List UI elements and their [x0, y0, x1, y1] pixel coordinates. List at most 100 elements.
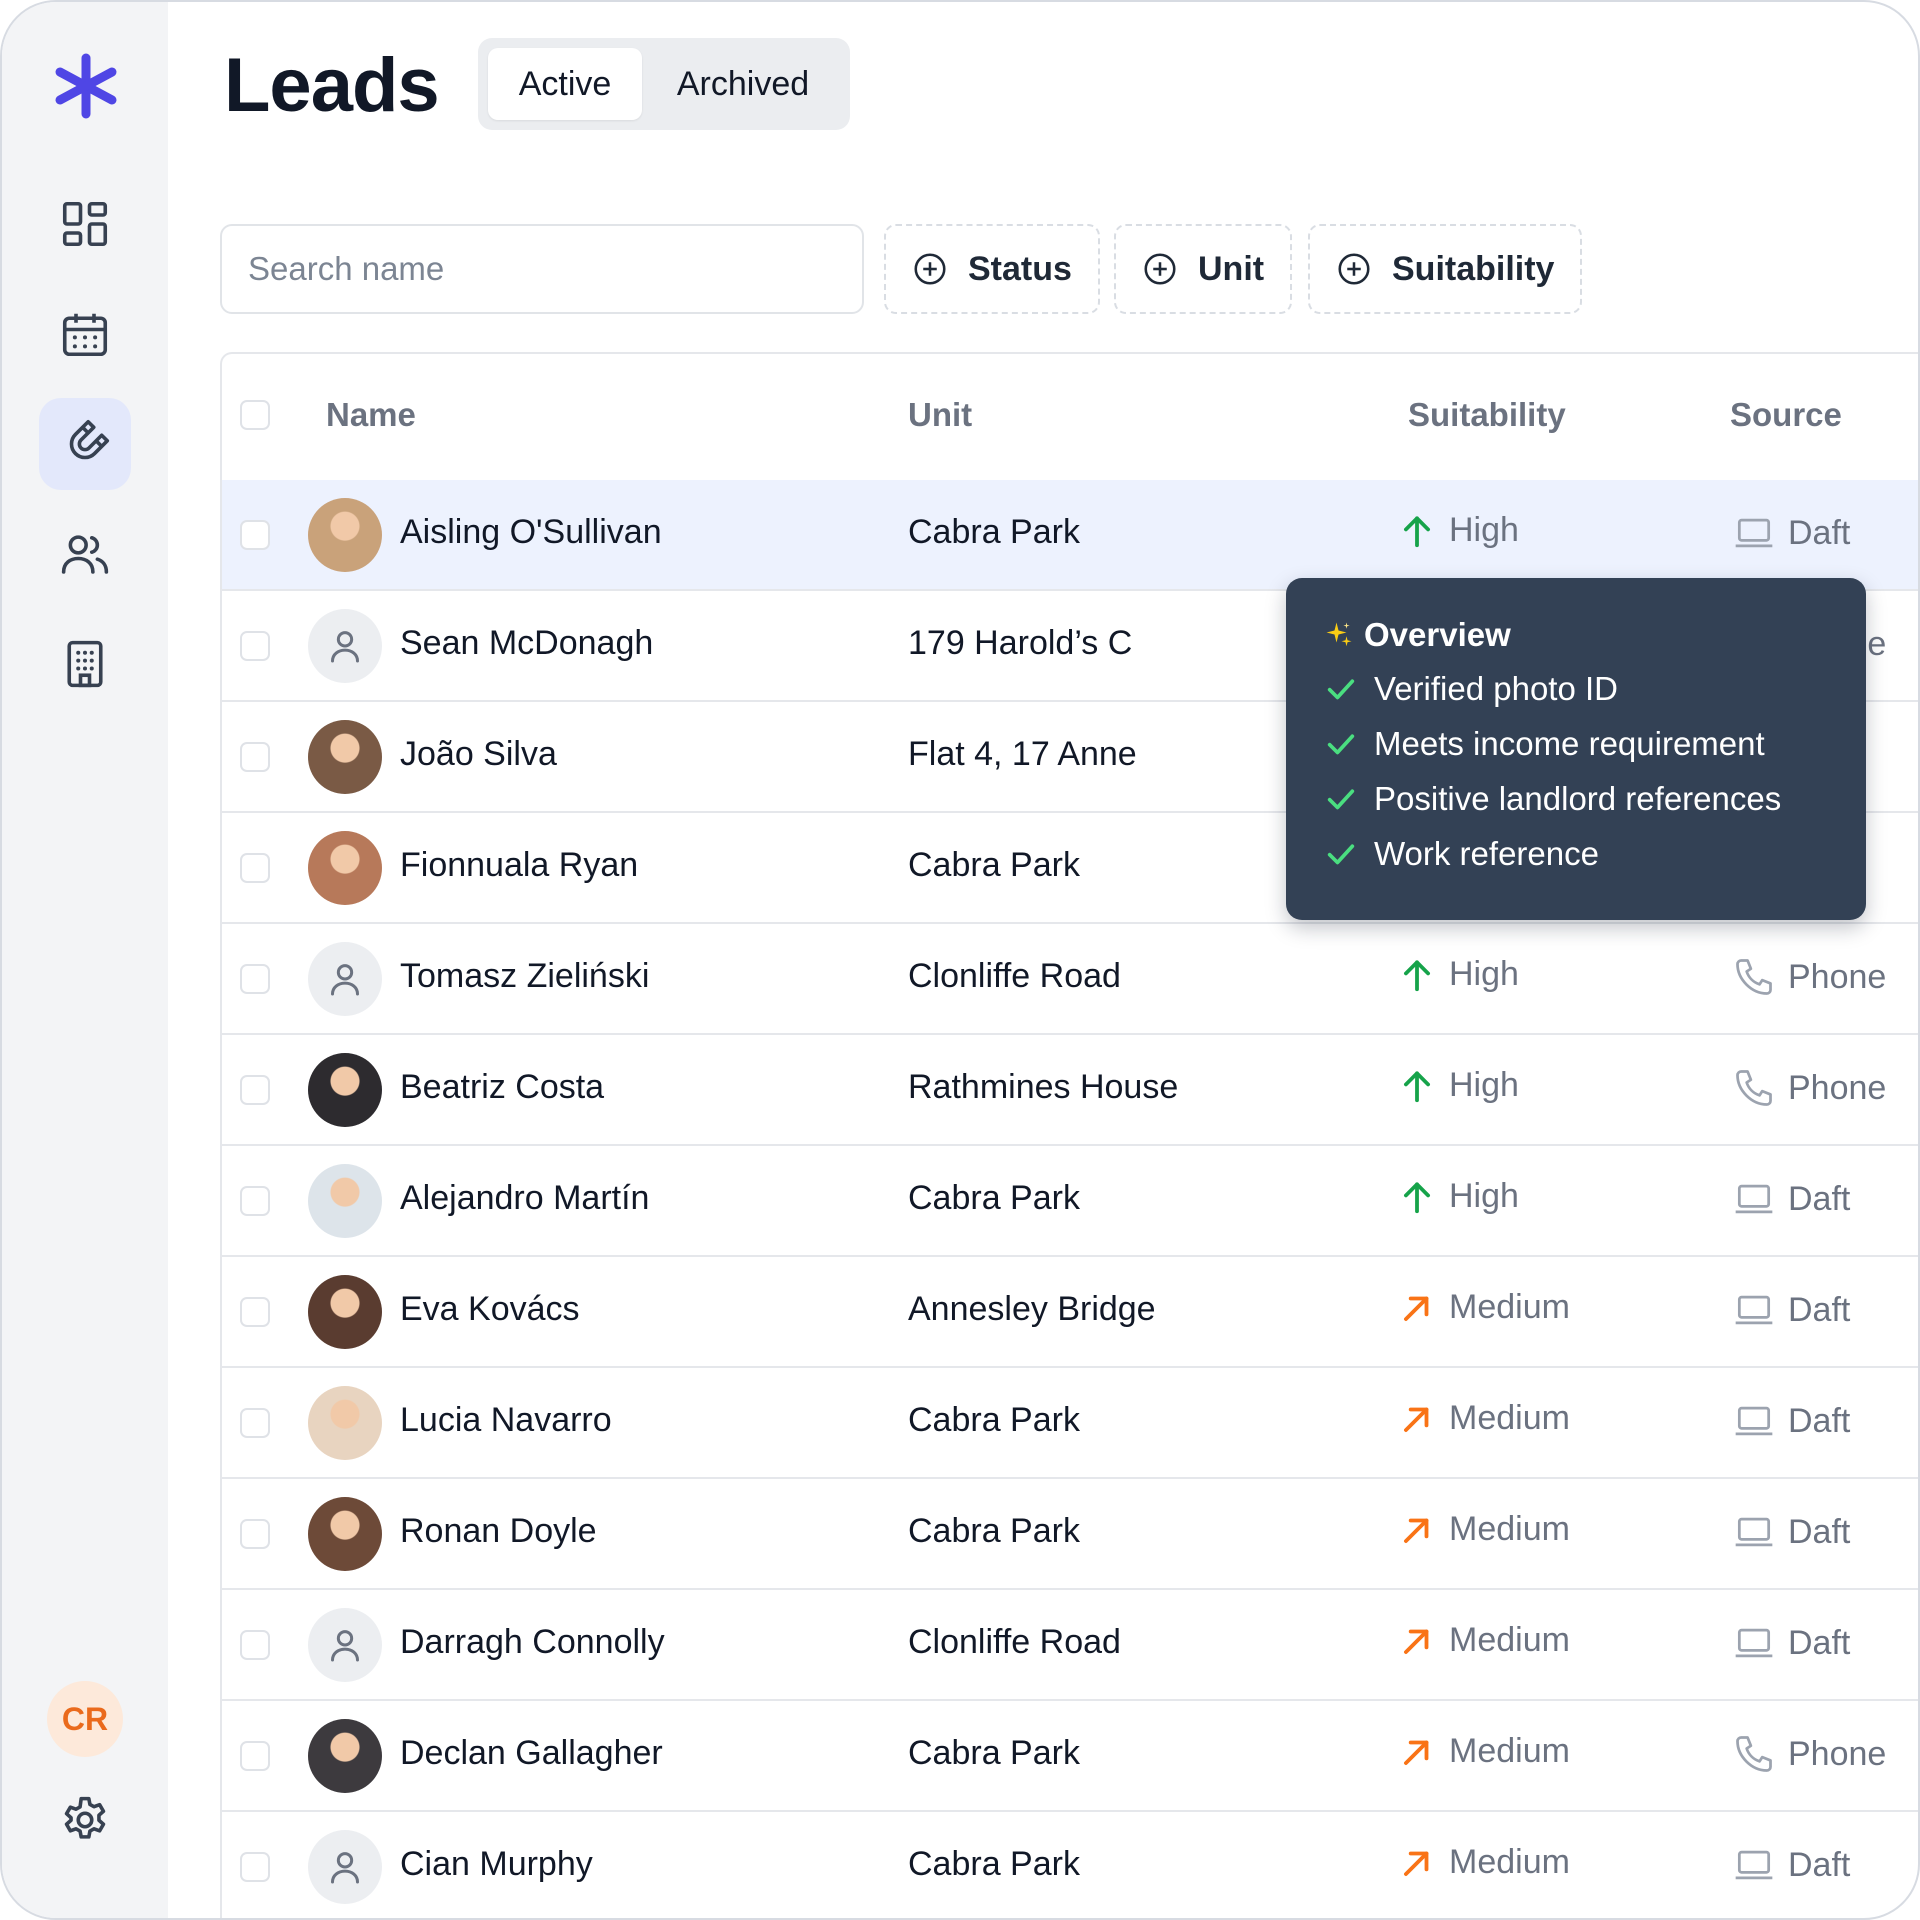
lead-name[interactable]: Tomasz Zieliński — [400, 957, 650, 995]
settings-button[interactable] — [39, 1774, 131, 1866]
table-row[interactable]: Beatriz Costa Rathmines House High Phone — [222, 1035, 1918, 1146]
lead-name[interactable]: Lucia Navarro — [400, 1401, 612, 1439]
suitability-cell: Medium — [1398, 1288, 1570, 1327]
status-filter-label: Status — [968, 249, 1072, 288]
source-cell: Daft — [1732, 1843, 1850, 1887]
row-checkbox[interactable] — [240, 1852, 270, 1882]
arrow-up-right-icon — [1404, 1296, 1429, 1321]
nav-dashboard[interactable] — [39, 178, 131, 270]
laptop-icon — [1735, 1628, 1773, 1658]
column-header-unit[interactable]: Unit — [908, 396, 973, 433]
unit-filter-button[interactable]: Unit — [1114, 224, 1293, 314]
status-filter-button[interactable]: Status — [884, 224, 1100, 314]
suitability-cell: Medium — [1398, 1399, 1570, 1438]
source-label: Daft — [1788, 513, 1851, 552]
row-checkbox[interactable] — [240, 1741, 270, 1771]
tab-active[interactable]: Active — [488, 48, 642, 120]
tooltip-item: Meets income requirement — [1324, 725, 1765, 763]
select-all-checkbox[interactable] — [240, 400, 270, 430]
column-header-suitability[interactable]: Suitability — [1408, 396, 1566, 433]
source-cell: Phone — [1732, 1732, 1886, 1776]
source-label: Phone — [1788, 957, 1887, 996]
lead-name[interactable]: Declan Gallagher — [400, 1734, 663, 1772]
table-row[interactable]: Tomasz Zieliński Clonliffe Road High Phone — [222, 924, 1918, 1035]
lead-name[interactable]: João Silva — [400, 735, 557, 773]
table-row[interactable]: Alejandro Martín Cabra Park High Daft — [222, 1146, 1918, 1257]
row-checkbox[interactable] — [240, 631, 270, 661]
source-label: Daft — [1788, 1845, 1851, 1884]
lead-name[interactable]: Beatriz Costa — [400, 1068, 605, 1106]
lead-unit: Cabra Park — [908, 1734, 1080, 1772]
tooltip-title-text: Overview — [1364, 616, 1511, 653]
lead-name[interactable]: Fionnuala Ryan — [400, 846, 639, 884]
lead-name[interactable]: Eva Kovács — [400, 1290, 580, 1328]
nav-calendar[interactable] — [39, 288, 131, 380]
arrow-up-icon — [1404, 1070, 1430, 1102]
table-row[interactable]: Lucia Navarro Cabra Park Medium Daft — [222, 1368, 1918, 1479]
source-cell: Daft — [1732, 1288, 1850, 1332]
lead-name[interactable]: Alejandro Martín — [400, 1179, 650, 1217]
suitability-label: High — [1449, 1066, 1519, 1104]
lead-name[interactable]: Darragh Connolly — [400, 1623, 665, 1661]
suitability-cell: High — [1398, 511, 1519, 550]
lead-name[interactable]: Sean McDonagh — [400, 624, 654, 662]
nav-leads[interactable] — [39, 398, 131, 490]
users-icon — [61, 535, 109, 574]
check-icon — [1327, 679, 1355, 700]
suitability-label: Medium — [1449, 1621, 1570, 1659]
suitability-filter-button[interactable]: Suitability — [1308, 224, 1583, 314]
table-row[interactable]: Cian Murphy Cabra Park Medium Daft — [222, 1812, 1918, 1918]
search-input[interactable] — [220, 224, 864, 314]
laptop-icon — [1735, 1184, 1773, 1214]
user-avatar[interactable]: CR — [47, 1681, 123, 1757]
column-header-source[interactable]: Source — [1730, 396, 1842, 433]
phone-icon — [1736, 1070, 1772, 1106]
tab-archived[interactable]: Archived — [676, 64, 810, 103]
lead-name[interactable]: Aisling O'Sullivan — [400, 513, 662, 551]
row-checkbox[interactable] — [240, 1630, 270, 1660]
person-placeholder-icon — [331, 964, 359, 996]
row-checkbox[interactable] — [240, 1519, 270, 1549]
lead-unit: Cabra Park — [908, 1512, 1080, 1550]
lead-name[interactable]: Ronan Doyle — [400, 1512, 597, 1550]
overview-tooltip: Overview Verified photo ID Meets income r… — [1286, 578, 1866, 920]
row-checkbox[interactable] — [240, 853, 270, 883]
check-icon — [1327, 789, 1355, 810]
suitability-cell: High — [1398, 1177, 1519, 1216]
arrow-up-icon — [1404, 1181, 1430, 1213]
tooltip-item-label: Verified photo ID — [1374, 670, 1618, 707]
row-checkbox[interactable] — [240, 964, 270, 994]
lead-unit: Cabra Park — [908, 846, 1080, 884]
nav-contacts[interactable] — [39, 508, 131, 600]
unit-filter-label: Unit — [1198, 249, 1265, 288]
lead-unit: Rathmines House — [908, 1068, 1179, 1106]
column-header-name[interactable]: Name — [326, 396, 416, 433]
magnet-icon — [69, 419, 110, 460]
asterisk-logo-icon[interactable] — [50, 50, 122, 122]
check-icon — [1327, 734, 1355, 755]
lead-name[interactable]: Cian Murphy — [400, 1845, 593, 1883]
tooltip-item: Positive landlord references — [1324, 780, 1781, 818]
row-checkbox[interactable] — [240, 1075, 270, 1105]
table-row[interactable]: Darragh Connolly Clonliffe Road Medium Daft — [222, 1590, 1918, 1701]
laptop-icon — [1735, 1850, 1773, 1880]
row-checkbox[interactable] — [240, 1186, 270, 1216]
source-cell: Daft — [1732, 1621, 1850, 1665]
table-row[interactable]: Eva Kovács Annesley Bridge Medium Daft — [222, 1257, 1918, 1368]
laptop-icon — [1735, 1295, 1773, 1325]
row-checkbox[interactable] — [240, 742, 270, 772]
row-checkbox[interactable] — [240, 1408, 270, 1438]
row-checkbox[interactable] — [240, 1297, 270, 1327]
table-row[interactable]: Aisling O'Sullivan Cabra Park High Daft — [222, 480, 1918, 591]
laptop-icon — [1735, 1517, 1773, 1547]
table-row[interactable]: Ronan Doyle Cabra Park Medium Daft — [222, 1479, 1918, 1590]
source-label: Daft — [1788, 1401, 1851, 1440]
person-placeholder-icon — [331, 1852, 359, 1884]
suitability-label: Medium — [1449, 1510, 1570, 1548]
row-checkbox[interactable] — [240, 520, 270, 550]
table-row[interactable]: Declan Gallagher Cabra Park Medium Phone — [222, 1701, 1918, 1812]
avatar — [308, 1275, 382, 1349]
nav-buildings[interactable] — [39, 618, 131, 710]
